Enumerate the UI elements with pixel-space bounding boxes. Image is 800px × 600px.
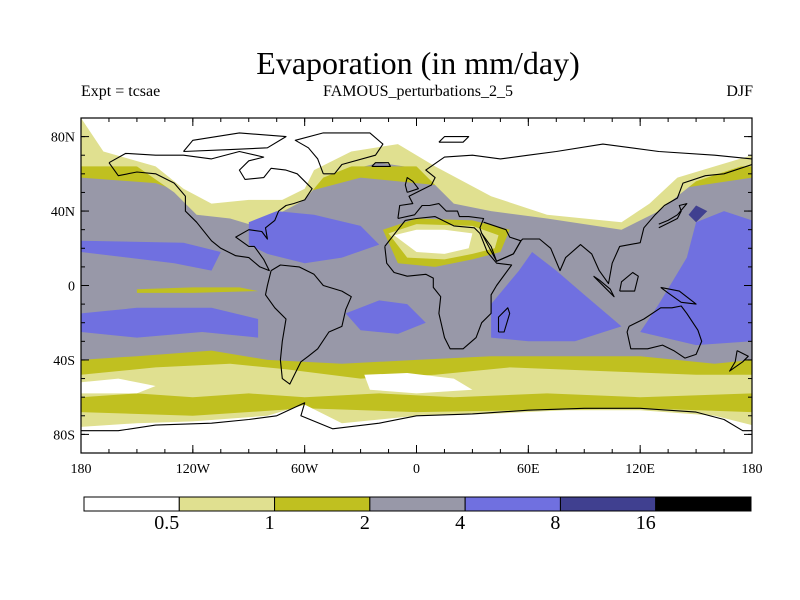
lon-tick-label: 60W <box>291 462 319 477</box>
lat-tick-label: 40N <box>51 205 75 220</box>
south-atlantic-trop <box>345 300 426 334</box>
south-pacific-none <box>81 378 156 394</box>
colorbar-swatch <box>464 496 561 512</box>
coast-greenland <box>294 132 384 175</box>
coast-eurasia <box>397 143 752 285</box>
lat-tick-label: 80S <box>53 428 75 443</box>
sahara-none <box>394 229 473 254</box>
lat-tick-label: 40S <box>53 354 75 369</box>
axis-ticks <box>80 117 753 454</box>
axis-tick-labels: 80N 40N 0 40S 80S 180 120W 60W 0 60E 120E 180 <box>51 131 763 477</box>
colorbar-swatch <box>178 496 276 512</box>
coast-new-zealand <box>729 350 749 372</box>
lon-tick-label: 120W <box>176 462 211 477</box>
west-pacific-trop <box>640 211 752 346</box>
colorbar: 0.5 1 2 4 8 16 <box>83 496 752 534</box>
colorbar-swatch <box>369 496 466 512</box>
coast-borneo <box>619 271 639 292</box>
experiment-label: Expt = tcsae <box>81 83 161 100</box>
colorbar-swatch <box>559 496 657 512</box>
lon-tick-label: 120E <box>625 462 655 477</box>
coast-north-america <box>108 150 313 272</box>
south-atlantic-none <box>364 373 473 394</box>
coast-canadian-islands <box>183 132 287 153</box>
coast-antarctica <box>81 402 752 432</box>
coastlines <box>81 132 752 432</box>
lat-tick-label: 0 <box>68 280 75 295</box>
lat-tick-label: 80N <box>51 131 75 146</box>
coast-british-isles <box>404 177 419 193</box>
colorbar-swatch <box>274 496 371 512</box>
run-label: FAMOUS_perturbations_2_5 <box>323 83 513 100</box>
lon-tick-label: 0 <box>413 462 420 477</box>
colorbar-swatch <box>83 496 180 512</box>
colorbar-level-label: 0.5 <box>154 512 179 534</box>
evaporation-field <box>81 118 752 453</box>
coast-sumatra <box>593 275 615 298</box>
lon-tick-label: 180 <box>742 462 763 477</box>
colorbar-level-label: 8 <box>550 512 560 534</box>
pacific-cold-tongue <box>136 287 259 293</box>
north-pacific-trop <box>81 240 221 271</box>
north-land-none <box>81 118 752 223</box>
coast-madagascar <box>497 307 511 333</box>
lon-tick-label: 180 <box>71 462 92 477</box>
antarctica-none <box>81 404 752 453</box>
coast-africa <box>384 216 513 350</box>
colorbar-level-label: 4 <box>455 512 465 534</box>
coast-svalbard <box>438 136 470 143</box>
kuroshio-deep <box>688 205 708 223</box>
season-label: DJF <box>726 83 753 100</box>
colorbar-swatch <box>655 496 752 512</box>
colorbar-level-label: 2 <box>360 512 370 534</box>
map-title: Evaporation (in mm/day) <box>256 45 580 81</box>
coast-arabia <box>481 221 522 262</box>
south-pacific-trop <box>81 307 259 338</box>
colorbar-level-label: 16 <box>636 512 656 534</box>
coast-iceland <box>371 162 391 167</box>
coast-australia <box>626 305 703 359</box>
coast-south-america <box>264 264 352 385</box>
coast-new-guinea <box>660 286 697 305</box>
north-atlantic-trop <box>248 211 380 264</box>
lon-tick-label: 60E <box>517 462 540 477</box>
coast-japan <box>658 203 688 229</box>
indian-ocean-trop <box>491 252 622 342</box>
colorbar-level-label: 1 <box>265 512 275 534</box>
